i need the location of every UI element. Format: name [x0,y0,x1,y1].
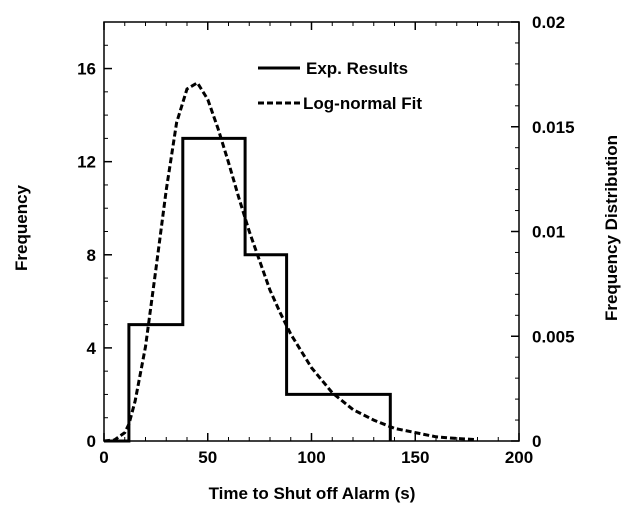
y-tick-label: 0 [87,432,96,451]
y-axis-title: Frequency [12,184,31,271]
legend-label-log-normal-fit: Log-normal Fit [303,94,422,113]
x-tick-label: 100 [297,448,325,467]
y-tick-label: 8 [87,246,96,265]
y2-tick-label: 0.015 [532,118,575,137]
x-tick-label: 200 [505,448,533,467]
y-tick-label: 16 [77,60,96,79]
x-tick-label: 50 [198,448,217,467]
y2-tick-label: 0.01 [532,223,565,242]
y-tick-label: 12 [77,153,96,172]
x-axis-title: Time to Shut off Alarm (s) [209,484,416,503]
legend-label-exp-results: Exp. Results [306,59,408,78]
y2-tick-label: 0.005 [532,327,575,346]
x-tick-label: 150 [401,448,429,467]
y2-tick-label: 0.02 [532,13,565,32]
y2-tick-label: 0 [532,432,541,451]
x-tick-label: 0 [99,448,108,467]
y2-axis-title: Frequency Distribution [602,135,621,321]
plot-frame [103,21,520,442]
series-exp-results [104,136,392,443]
legend: Exp. Results Log-normal Fit [258,59,422,113]
series-log-normal-fit [103,80,478,443]
y-tick-label: 4 [87,339,97,358]
